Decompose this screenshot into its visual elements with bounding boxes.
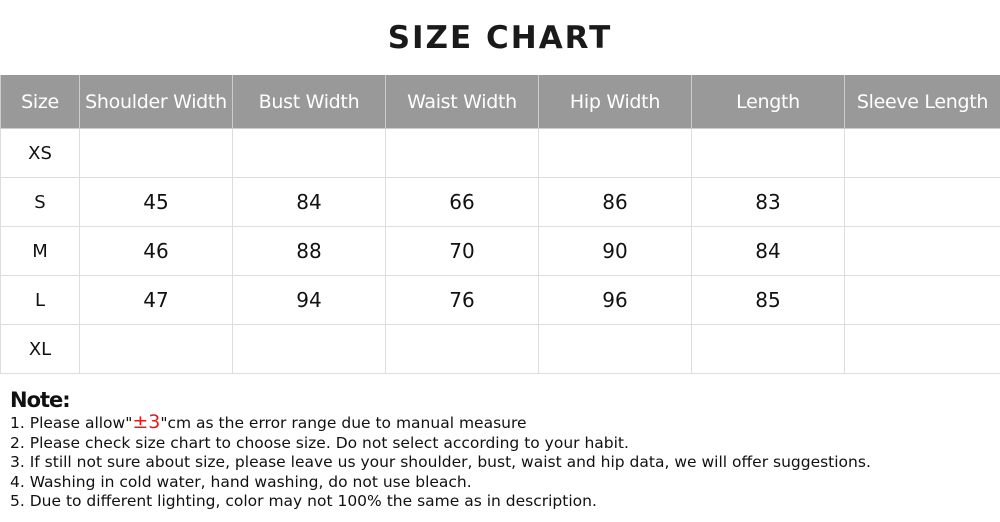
table-row: S 45 84 66 86 83 — [0, 177, 1000, 227]
measurement-cell: 84 — [691, 226, 845, 276]
measurement-cell: 45 — [79, 177, 233, 227]
size-cell: S — [0, 177, 80, 227]
note-line-1: 1. Please allow"±3"cm as the error range… — [10, 411, 871, 434]
column-header: Size — [0, 75, 80, 129]
measurement-cell: 66 — [385, 177, 539, 227]
measurement-cell: 46 — [79, 226, 233, 276]
table-header-row: Size Shoulder Width Bust Width Waist Width H… — [0, 75, 1000, 129]
measurement-cell — [385, 324, 539, 374]
size-chart-table: Size Shoulder Width Bust Width Waist Width H… — [0, 75, 1000, 374]
measurement-cell: 47 — [79, 275, 233, 325]
table-row: XS — [0, 128, 1000, 178]
measurement-cell: 83 — [691, 177, 845, 227]
measurement-cell — [79, 324, 233, 374]
column-header: Length — [691, 75, 845, 129]
page-title: SIZE CHART — [387, 20, 613, 56]
note-line-1-prefix: 1. Please allow" — [10, 414, 133, 432]
measurement-cell — [232, 324, 386, 374]
column-header: Bust Width — [232, 75, 386, 129]
column-header: Hip Width — [538, 75, 692, 129]
measurement-cell — [844, 275, 1000, 325]
measurement-cell — [538, 128, 692, 178]
measurement-cell: 96 — [538, 275, 692, 325]
measurement-cell: 94 — [232, 275, 386, 325]
note-line-3: 3. If still not sure about size, please … — [10, 453, 871, 471]
note-line-5: 5. Due to different lighting, color may … — [10, 492, 597, 510]
size-cell: M — [0, 226, 80, 276]
table-row: XL — [0, 324, 1000, 374]
table-row: M 46 88 70 90 84 — [0, 226, 1000, 276]
measurement-cell: 85 — [691, 275, 845, 325]
column-header: Shoulder Width — [79, 75, 233, 129]
measurement-cell — [691, 128, 845, 178]
measurement-cell — [844, 226, 1000, 276]
measurement-cell — [232, 128, 386, 178]
measurement-cell: 86 — [538, 177, 692, 227]
column-header: Sleeve Length — [844, 75, 1000, 129]
measurement-cell: 76 — [385, 275, 539, 325]
tolerance-highlight: ±3 — [132, 411, 161, 433]
measurement-cell: 84 — [232, 177, 386, 227]
measurement-cell: 70 — [385, 226, 539, 276]
notes-section: Note: 1. Please allow"±3"cm as the error… — [10, 388, 871, 512]
measurement-cell — [844, 128, 1000, 178]
measurement-cell: 90 — [538, 226, 692, 276]
measurement-cell — [844, 324, 1000, 374]
measurement-cell — [691, 324, 845, 374]
measurement-cell — [385, 128, 539, 178]
table-row: L 47 94 76 96 85 — [0, 275, 1000, 325]
measurement-cell — [79, 128, 233, 178]
measurement-cell: 88 — [232, 226, 386, 276]
size-cell: XS — [0, 128, 80, 178]
note-title: Note: — [10, 388, 71, 412]
size-cell: L — [0, 275, 80, 325]
note-line-1-suffix: "cm as the error range due to manual mea… — [160, 414, 527, 432]
measurement-cell — [538, 324, 692, 374]
note-line-4: 4. Washing in cold water, hand washing, … — [10, 472, 472, 491]
measurement-cell — [844, 177, 1000, 227]
column-header: Waist Width — [385, 75, 539, 129]
note-line-2: 2. Please check size chart to choose siz… — [10, 433, 629, 452]
size-cell: XL — [0, 324, 80, 374]
